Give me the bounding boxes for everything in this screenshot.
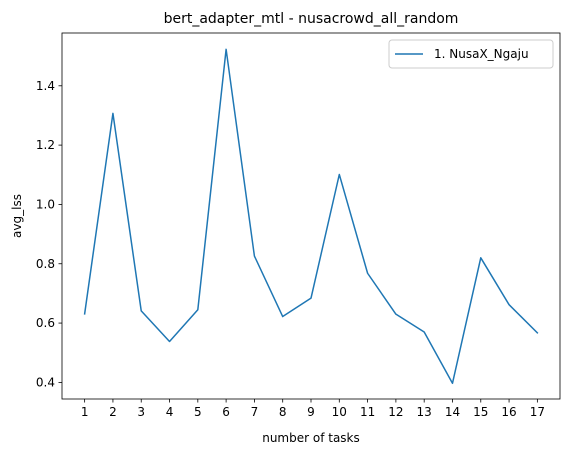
x-tick-label: 13 (417, 405, 432, 419)
series-line (83, 48, 539, 385)
legend-box (388, 39, 554, 69)
y-axis-label: avg_lss (10, 194, 24, 238)
x-tick-label: 17 (530, 405, 545, 419)
x-tick-label: 8 (279, 405, 287, 419)
y-tick-label: 0.8 (36, 257, 55, 271)
y-tick-label: 1.2 (36, 138, 55, 152)
x-tick-label: 11 (360, 405, 375, 419)
chart-title: bert_adapter_mtl - nusacrowd_all_random (164, 11, 459, 27)
x-tick-label: 5 (194, 405, 202, 419)
x-tick-label: 12 (388, 405, 403, 419)
plot-series (83, 48, 539, 385)
x-tick-label: 16 (501, 405, 516, 419)
legend: 1. NusaX_Ngaju (388, 39, 554, 69)
y-tick-label: 0.6 (36, 316, 55, 330)
x-tick-label: 4 (166, 405, 174, 419)
x-tick-label: 7 (251, 405, 259, 419)
legend-entry-label: 1. NusaX_Ngaju (434, 47, 529, 61)
x-tick-label: 10 (332, 405, 347, 419)
y-tick-label: 1.4 (36, 79, 55, 93)
y-tick-label: 1.0 (36, 197, 55, 211)
x-tick-label: 1 (81, 405, 89, 419)
x-tick-label: 3 (137, 405, 145, 419)
x-tick-label: 15 (473, 405, 488, 419)
y-tick-label: 0.4 (36, 375, 55, 389)
x-tick-label: 2 (109, 405, 117, 419)
x-tick-label: 6 (222, 405, 230, 419)
x-tick-label: 14 (445, 405, 460, 419)
x-tick-label: 9 (307, 405, 315, 419)
plot-frame (61, 32, 561, 400)
x-axis-ticks: 1 2 3 4 5 6 7 8 9 10 11 12 13 14 15 16 17 (81, 399, 545, 419)
x-axis-label: number of tasks (262, 431, 360, 445)
y-axis-ticks: 0.4 0.6 0.8 1.0 1.2 1.4 (36, 79, 62, 389)
